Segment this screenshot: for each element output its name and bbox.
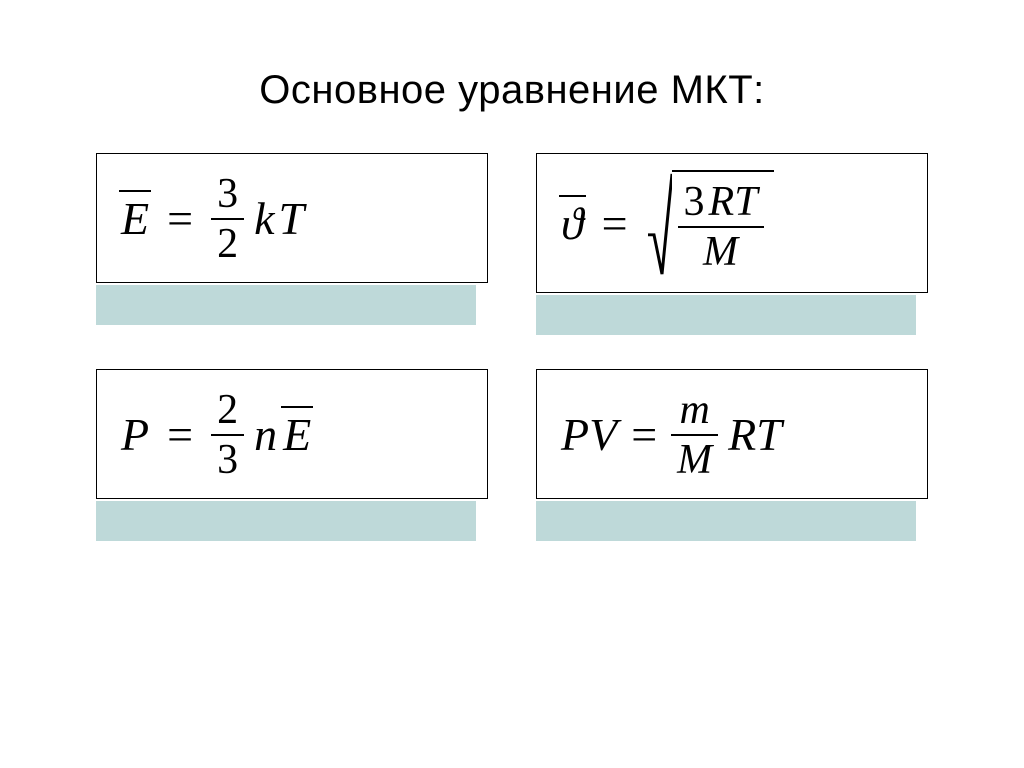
denominator: 2: [211, 220, 244, 268]
equals-sign: =: [594, 201, 636, 247]
underbar: [536, 501, 916, 541]
formula-grid: E = 3 2 kT ϑ =: [0, 153, 1024, 541]
var-T: T: [756, 412, 782, 458]
var-theta-bar: ϑ: [561, 201, 584, 247]
radical-icon: [646, 170, 672, 278]
formula-cell-1: E = 3 2 kT: [96, 153, 488, 335]
formula-box: P = 2 3 n E: [96, 369, 488, 499]
var-V: V: [589, 412, 617, 458]
page-title: Основное уравнение МКТ:: [0, 68, 1024, 113]
var-R: R: [705, 179, 735, 225]
var-n: n: [254, 412, 277, 458]
var-P: P: [561, 412, 589, 458]
formula-energy: E = 3 2 kT: [121, 170, 304, 268]
underbar: [536, 295, 916, 335]
numerator: 3: [211, 170, 244, 218]
slide: Основное уравнение МКТ: E = 3 2 kT: [0, 0, 1024, 768]
fraction-2-3: 2 3: [211, 386, 244, 484]
equals-sign: =: [159, 196, 201, 242]
formula-cell-2: ϑ = 3RT: [536, 153, 928, 335]
var-T: T: [278, 196, 304, 242]
numerator: 3RT: [678, 178, 764, 226]
formula-box: E = 3 2 kT: [96, 153, 488, 283]
square-root: 3RT M: [646, 170, 774, 278]
underbar: [96, 285, 476, 325]
num-3: 3: [684, 179, 705, 225]
numerator: 2: [211, 386, 244, 434]
fraction-3RT-M: 3RT M: [678, 178, 764, 276]
denominator: M: [671, 436, 718, 484]
formula-pressure: P = 2 3 n E: [121, 386, 311, 484]
var-R: R: [728, 412, 756, 458]
formula-box: PV = m M RT: [536, 369, 928, 499]
equals-sign: =: [159, 412, 201, 458]
var-T: T: [734, 179, 757, 225]
lhs-PV: PV: [561, 412, 617, 458]
radicand: 3RT M: [672, 170, 774, 278]
rhs-RT: RT: [728, 412, 782, 458]
var-k: k: [254, 196, 274, 242]
formula-ideal-gas: PV = m M RT: [561, 386, 782, 484]
underbar: [96, 501, 476, 541]
fraction-m-M: m M: [671, 386, 718, 484]
denominator: M: [697, 228, 744, 276]
numerator: m: [674, 386, 716, 434]
var-E-bar: E: [121, 196, 149, 242]
var-P: P: [121, 412, 149, 458]
fraction-3-2: 3 2: [211, 170, 244, 268]
var-E-bar: E: [283, 412, 311, 458]
denominator: 3: [211, 436, 244, 484]
formula-cell-4: PV = m M RT: [536, 369, 928, 541]
equals-sign: =: [627, 412, 661, 458]
formula-velocity: ϑ = 3RT: [561, 170, 774, 278]
formula-box: ϑ = 3RT: [536, 153, 928, 293]
formula-cell-3: P = 2 3 n E: [96, 369, 488, 541]
